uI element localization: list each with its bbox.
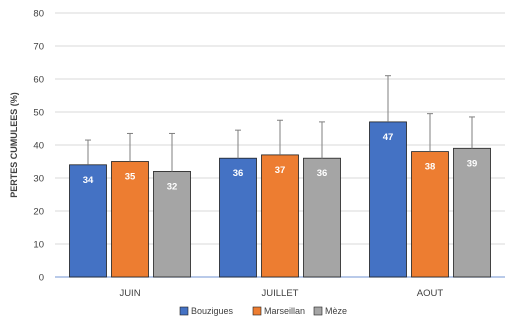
x-tick-label: JUIN [119, 288, 140, 299]
legend-swatch [313, 306, 323, 316]
data-label: 37 [275, 165, 286, 176]
legend-label: Marseillan [264, 306, 305, 316]
x-tick-label: AOUT [417, 288, 444, 299]
data-label: 35 [125, 172, 136, 183]
bar-mze-juin [153, 170, 191, 278]
y-tick-label: 30 [33, 174, 44, 185]
y-axis-label: PERTES CUMULEES (%) [9, 92, 19, 198]
bar-bouzigues-juillet [219, 157, 257, 278]
x-tick-label: JUILLET [262, 288, 299, 299]
y-tick-label: 40 [33, 141, 44, 152]
data-label: 39 [467, 158, 478, 169]
data-label: 36 [317, 168, 328, 179]
bar-marseillan-juillet [261, 154, 299, 278]
bar-bouzigues-aout [369, 121, 407, 278]
data-label: 47 [383, 132, 394, 143]
y-tick-label: 70 [33, 42, 44, 53]
legend-label: Bouzigues [191, 306, 234, 316]
bar-marseillan-juin [111, 161, 149, 278]
bar-mze-juillet [303, 157, 341, 278]
data-label: 36 [233, 168, 244, 179]
y-tick-label: 0 [39, 273, 44, 284]
y-tick-label: 50 [33, 108, 44, 119]
bar-mze-aout [453, 147, 491, 278]
bar-marseillan-aout [411, 151, 449, 278]
legend-swatch [252, 306, 262, 316]
data-label: 38 [425, 162, 436, 173]
legend-label: Mèze [325, 306, 347, 316]
legend-swatch [179, 306, 189, 316]
y-tick-label: 20 [33, 207, 44, 218]
data-label: 34 [83, 175, 94, 186]
data-label: 32 [167, 181, 178, 192]
y-tick-label: 80 [33, 9, 44, 20]
y-tick-label: 10 [33, 240, 44, 251]
bar-bouzigues-juin [69, 164, 107, 278]
y-tick-label: 60 [33, 75, 44, 86]
